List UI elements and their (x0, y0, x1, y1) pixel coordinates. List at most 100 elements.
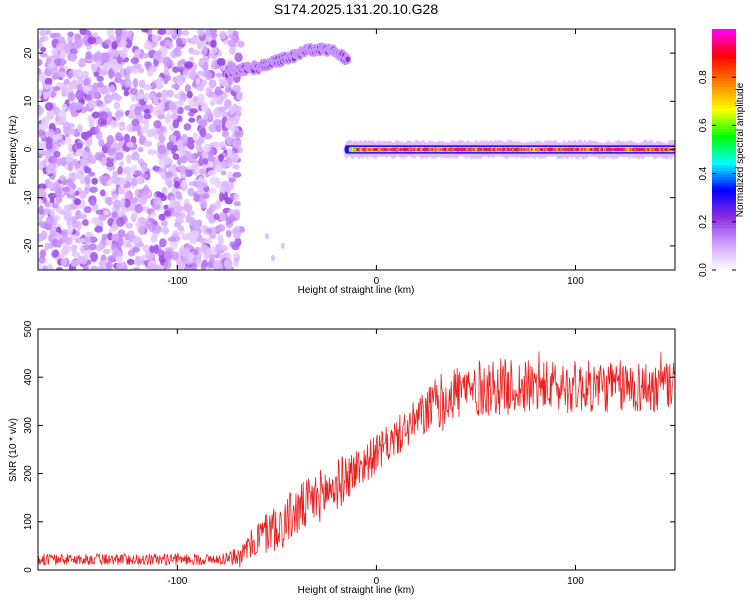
noise-cell (42, 208, 52, 215)
noise-cell (38, 39, 43, 49)
bottom-x-tick-label: 0 (374, 576, 380, 587)
noise-cell (45, 165, 51, 175)
noise-cell (109, 58, 119, 69)
noise-cell (209, 203, 216, 213)
noise-cell (84, 236, 92, 245)
noise-cell (85, 94, 92, 101)
noise-cell (77, 79, 85, 86)
noise-cell (172, 153, 180, 160)
noise-cell (94, 152, 102, 161)
bottom-x-axis-label: Height of straight line (km) (298, 585, 415, 596)
noise-cell (88, 99, 97, 109)
bottom-y-tick-label: 200 (23, 465, 34, 482)
noise-cell (213, 108, 219, 119)
noise-cell (38, 71, 46, 82)
noise-cell (105, 161, 114, 168)
noise-cell (198, 168, 206, 175)
snr-plot: -100 0 100 0 100 200 300 400 500 (23, 320, 676, 587)
colorbar-swatch (712, 179, 736, 184)
noise-cell (192, 132, 199, 142)
top-x-tick-label: 0 (374, 276, 380, 287)
colorbar-swatch (712, 206, 736, 211)
noise-cell (67, 36, 74, 42)
colorbar-swatch (712, 116, 736, 120)
noise-cell (182, 250, 189, 259)
colorbar-swatch (712, 242, 736, 247)
colorbar-swatch (712, 203, 736, 208)
noise-cell (157, 29, 167, 35)
noise-cell (53, 150, 61, 158)
noise-cell (110, 175, 119, 184)
noise-cell (90, 265, 99, 270)
noise-cell (39, 249, 47, 259)
noise-cell (156, 109, 165, 116)
noise-cell (131, 125, 138, 132)
noise-cell (209, 232, 217, 240)
colorbar-swatch (712, 176, 736, 181)
colorbar-swatch (712, 215, 736, 220)
noise-cell (126, 141, 134, 148)
noise-cell (111, 41, 118, 50)
noise-cell (172, 66, 180, 73)
noise-cell (125, 172, 132, 183)
colorbar-swatch (712, 128, 736, 133)
noise-cell (53, 51, 60, 59)
noise-cell (76, 255, 85, 264)
noise-cell (59, 175, 66, 182)
noise-cell (98, 214, 107, 221)
noise-cell (231, 155, 239, 164)
top-x-tick-label: -100 (167, 276, 187, 287)
noise-cell (112, 170, 119, 177)
noise-cell (171, 251, 180, 261)
noise-cell (48, 61, 56, 68)
colorbar-swatch (712, 188, 736, 193)
noise-cell (162, 226, 170, 235)
noise-cell (67, 92, 76, 102)
noise-cell (77, 124, 83, 133)
noise-cell (221, 182, 229, 189)
noise-cell (178, 98, 185, 106)
noise-cell (196, 82, 205, 92)
noise-cell (57, 36, 65, 43)
track-cell (345, 56, 350, 63)
noise-cell (218, 106, 227, 112)
noise-cell (206, 228, 213, 234)
noise-cell (224, 258, 233, 268)
noise-cell (188, 70, 197, 81)
noise-cell (191, 49, 201, 55)
noise-cell (201, 192, 210, 200)
noise-cell (56, 240, 62, 248)
noise-cell (219, 30, 227, 40)
noise-cell (181, 133, 188, 143)
colorbar-tick-label: 0.0 (698, 263, 709, 277)
noise-cell (172, 230, 179, 238)
noise-cell (45, 139, 53, 150)
noise-cell (208, 79, 217, 89)
noise-cell (195, 189, 205, 195)
noise-cell (50, 90, 56, 99)
noise-cell (83, 244, 90, 251)
colorbar-swatch (712, 161, 736, 166)
noise-cell (207, 91, 215, 99)
noise-cell (103, 248, 111, 255)
noise-cell (184, 169, 193, 177)
colorbar-swatch (712, 263, 736, 268)
colorbar-swatch (712, 89, 736, 93)
noise-cell (146, 68, 154, 77)
noise-cell (207, 155, 216, 162)
noise-cell (186, 203, 193, 213)
noise-cell (218, 153, 224, 162)
noise-cell (203, 144, 211, 153)
noise-cell (165, 176, 173, 187)
noise-cell (213, 118, 222, 127)
noise-cell (226, 136, 232, 147)
noise-cell (187, 187, 195, 197)
noise-cell (115, 262, 123, 270)
noise-cell (60, 257, 68, 267)
colorbar-swatch (712, 224, 736, 229)
noise-cell (55, 226, 62, 234)
noise-cell (214, 244, 223, 254)
colorbar-swatch (712, 191, 736, 196)
noise-cell (185, 257, 193, 266)
noise-cell (63, 204, 73, 212)
